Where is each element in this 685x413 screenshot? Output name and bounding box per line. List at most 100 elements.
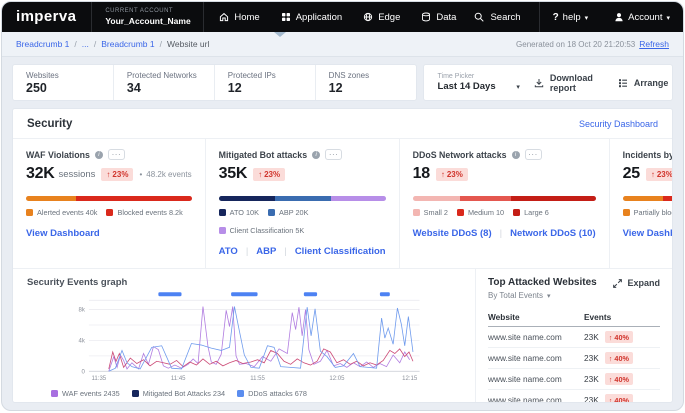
legend-label: Partially blocked 5	[634, 208, 673, 217]
search-icon	[474, 12, 484, 22]
nav-item-home[interactable]: Home	[219, 12, 259, 23]
more-menu-icon[interactable]: ···	[325, 149, 342, 160]
legend-swatch	[132, 390, 139, 397]
security-panel-header: Security Security Dashboard	[13, 109, 672, 139]
stacked-bar	[219, 196, 386, 201]
chevron-down-icon: ▾	[516, 84, 520, 91]
home-icon	[219, 12, 229, 22]
top-nav: imperva CURRENT ACCOUNT Your_Account_Nam…	[2, 2, 683, 32]
svg-text:12:15: 12:15	[402, 376, 418, 382]
application-active-caret	[274, 32, 286, 37]
stats-card: Websites 250 Protected Networks 34 Prote…	[12, 64, 417, 101]
legend-swatch	[513, 209, 520, 216]
view-dashboard-link[interactable]: View Dashboard	[26, 228, 100, 239]
stacked-bar	[623, 196, 673, 201]
breadcrumb-item-2[interactable]: Breadcrumb 1	[101, 39, 154, 49]
metric-value-suffix: sessions	[58, 169, 95, 180]
security-panel: Security Security Dashboard WAF Violatio…	[12, 108, 673, 403]
breadcrumb-separator: /	[94, 39, 96, 49]
legend-label: ABP 20K	[279, 208, 308, 217]
legend-label: Client Classification 5K	[230, 226, 305, 235]
stat-label: Websites	[26, 71, 100, 80]
stat-label: DNS zones	[329, 71, 403, 80]
bar-segment	[511, 196, 595, 201]
expand-button[interactable]: Expand	[613, 278, 660, 288]
search-button[interactable]: Search	[456, 12, 538, 23]
attacked-websites-table: Website Events www.site name.com 23K ↑40%…	[488, 308, 660, 403]
nav-item-label: Data	[436, 12, 456, 23]
time-picker-dropdown[interactable]: Time Picker Last 14 Days ▾	[424, 65, 534, 100]
stacked-bar	[26, 196, 192, 201]
info-icon[interactable]: i	[512, 151, 520, 159]
table-row[interactable]: www.site name.com 23K↑40%	[488, 327, 660, 348]
trend-badge: ↑40%	[605, 373, 633, 385]
client-classification-link[interactable]: Client Classification	[295, 246, 386, 257]
time-picker-label: Time Picker	[438, 73, 526, 80]
website-cell: www.site name.com	[488, 332, 584, 342]
legend-swatch	[237, 390, 244, 397]
stat-protected-ips: Protected IPs 12	[214, 65, 315, 100]
metric-value: 32K	[26, 165, 54, 183]
arrow-up-icon: ↑	[441, 170, 445, 179]
arrange-label: Arrange	[634, 78, 669, 88]
table-header-row: Website Events	[488, 308, 660, 327]
current-account-switcher[interactable]: CURRENT ACCOUNT Your_Account_Name	[91, 2, 204, 32]
legend-swatch	[268, 209, 275, 216]
table-row[interactable]: www.site name.com 23K↑40%	[488, 390, 660, 403]
metric-card-attack-analytics: Incidents by Attack Analitycs i ··· 25 ↑…	[609, 139, 673, 268]
metric-cards-row: WAF Violations i ··· 32K sessions ↑23% •…	[13, 139, 672, 269]
page-content: Websites 250 Protected Networks 34 Prote…	[2, 57, 683, 410]
events-value: 23K	[584, 353, 599, 363]
website-ddos-link[interactable]: Website DDoS (8)	[413, 228, 492, 239]
svg-text:11:45: 11:45	[171, 376, 186, 382]
nav-right: Search ? help ▾ Account ▾	[456, 2, 683, 32]
chevron-down-icon: ▾	[547, 293, 551, 300]
sort-dropdown[interactable]: By Total Events ▾	[488, 291, 597, 300]
imperva-logo: imperva	[2, 8, 91, 27]
breadcrumb-current: Website url	[167, 39, 209, 49]
website-cell: www.site name.com	[488, 374, 584, 384]
arrange-button[interactable]: Arrange	[614, 65, 672, 100]
bar-segment	[219, 196, 276, 201]
account-menu[interactable]: Account ▾	[601, 12, 683, 23]
nav-item-application[interactable]: Application	[281, 12, 342, 23]
network-ddos-link[interactable]: Network DDoS (10)	[510, 228, 596, 239]
arrow-up-icon: ↑	[609, 354, 613, 363]
download-report-button[interactable]: Download report	[534, 65, 614, 100]
table-row[interactable]: www.site name.com 23K ↑40%	[488, 369, 660, 390]
info-icon[interactable]: i	[95, 151, 103, 159]
more-menu-icon[interactable]: ···	[525, 149, 542, 160]
events-value: 23K	[584, 374, 599, 384]
ato-link[interactable]: ATO	[219, 246, 238, 257]
website-cell: www.site name.com	[488, 395, 584, 403]
trend-badge: ↑40%	[605, 394, 633, 403]
legend-swatch	[219, 227, 226, 234]
security-dashboard-link[interactable]: Security Dashboard	[579, 119, 658, 129]
nav-item-data[interactable]: Data	[421, 12, 456, 23]
chart-legend: WAF events 2435 Mitigated Bot Attacks 23…	[27, 389, 471, 398]
more-menu-icon[interactable]: ···	[108, 149, 125, 160]
breadcrumb-collapsed[interactable]: ...	[82, 39, 89, 49]
refresh-link[interactable]: Refresh	[639, 39, 669, 49]
breadcrumb-item-1[interactable]: Breadcrumb 1	[16, 39, 69, 49]
svg-text:11:35: 11:35	[92, 376, 107, 382]
view-dashboard-link[interactable]: View Dashboard	[623, 228, 673, 239]
svg-text:11:55: 11:55	[250, 376, 265, 382]
bar-segment	[623, 196, 664, 201]
events-line-chart[interactable]: 8k4k011:3511:4511:5512:0512:15	[27, 289, 467, 389]
nav-item-edge[interactable]: Edge	[363, 12, 400, 23]
info-icon[interactable]: i	[312, 151, 320, 159]
app-window: imperva CURRENT ACCOUNT Your_Account_Nam…	[1, 1, 684, 411]
abp-link[interactable]: ABP	[256, 246, 276, 257]
bar-segment	[413, 196, 461, 201]
svg-text:4k: 4k	[79, 338, 86, 344]
svg-text:8k: 8k	[79, 308, 86, 314]
breadcrumb-separator: /	[74, 39, 76, 49]
table-row[interactable]: www.site name.com 23K↑40%	[488, 348, 660, 369]
stat-value: 34	[127, 81, 201, 95]
help-menu[interactable]: ? help ▾	[540, 12, 602, 23]
link-separator: |	[284, 246, 286, 257]
trend-badge: ↑40%	[605, 331, 633, 343]
trend-badge: ↑23%	[646, 168, 673, 181]
chevron-down-icon: ▾	[666, 15, 670, 22]
